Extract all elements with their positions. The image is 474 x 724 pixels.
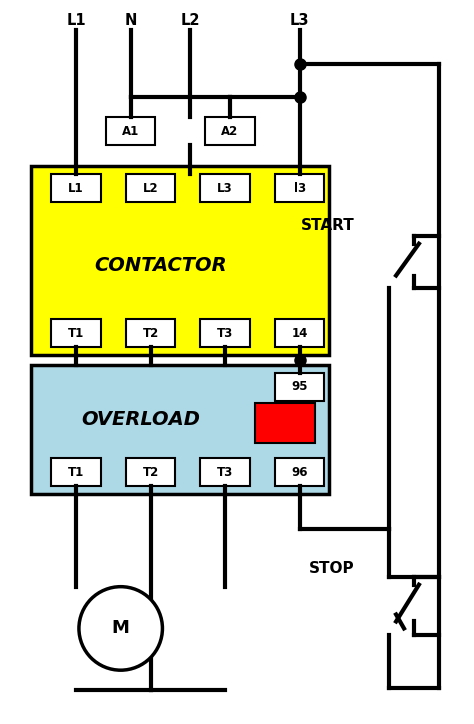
- Text: 95: 95: [292, 380, 308, 393]
- Bar: [275, 458, 325, 487]
- Bar: [275, 373, 325, 401]
- Bar: [126, 174, 175, 202]
- Bar: [31, 166, 329, 355]
- Text: L2: L2: [181, 12, 200, 28]
- Text: L3: L3: [290, 12, 310, 28]
- Bar: [126, 458, 175, 487]
- Text: A2: A2: [221, 125, 239, 138]
- Bar: [51, 319, 101, 347]
- Bar: [31, 365, 329, 494]
- Text: L2: L2: [143, 182, 158, 195]
- Bar: [51, 458, 101, 487]
- Bar: [205, 117, 255, 146]
- Text: CONTACTOR: CONTACTOR: [94, 256, 227, 275]
- Text: L1: L1: [68, 182, 84, 195]
- Bar: [200, 174, 250, 202]
- Text: l3: l3: [293, 182, 306, 195]
- Text: STOP: STOP: [309, 561, 354, 576]
- Text: N: N: [125, 12, 137, 28]
- Text: T3: T3: [217, 466, 233, 479]
- Text: L3: L3: [217, 182, 233, 195]
- Text: A1: A1: [122, 125, 139, 138]
- Bar: [200, 319, 250, 347]
- Bar: [51, 174, 101, 202]
- Text: M: M: [112, 620, 129, 637]
- Text: OVERLOAD: OVERLOAD: [81, 411, 200, 429]
- Text: T2: T2: [142, 327, 159, 340]
- Bar: [255, 403, 315, 442]
- Text: L1: L1: [66, 12, 86, 28]
- Text: 14: 14: [292, 327, 308, 340]
- Text: 96: 96: [292, 466, 308, 479]
- Text: T1: T1: [68, 327, 84, 340]
- Bar: [126, 319, 175, 347]
- Bar: [275, 319, 325, 347]
- Text: T2: T2: [142, 466, 159, 479]
- Circle shape: [79, 586, 163, 670]
- Text: T1: T1: [68, 466, 84, 479]
- Text: T3: T3: [217, 327, 233, 340]
- Bar: [275, 174, 325, 202]
- Text: START: START: [301, 219, 354, 233]
- Bar: [200, 458, 250, 487]
- Bar: [106, 117, 155, 146]
